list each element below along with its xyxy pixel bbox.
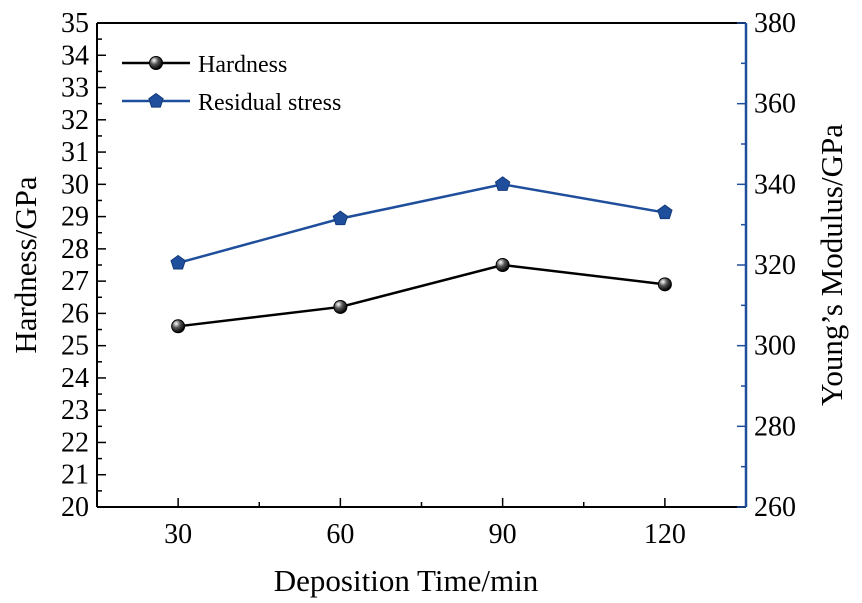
left-tick-label: 32 [61,105,89,136]
left-tick-label: 27 [61,266,89,297]
right-tick-label: 360 [754,89,796,120]
residual-stress-point [332,210,349,226]
right-tick-label: 340 [754,169,796,200]
series-line-residual-stress [177,183,666,265]
series-layer [170,176,673,334]
x-tick-label: 90 [489,519,517,550]
right-axis-title: Young’s Modulus/GPa [814,124,849,406]
right-tick-label: 280 [754,411,796,442]
series-line-hardness [177,263,666,328]
hardness-point [495,258,510,272]
legend-residual-label: Residual stress [198,90,341,116]
right-tick-label: 300 [754,331,796,362]
x-axis-ticks: 30 60 90 120 [164,498,686,550]
hardness-point [171,319,186,334]
left-tick-label: 35 [61,8,89,39]
right-tick-label: 260 [754,492,796,523]
hardness-point [333,299,348,314]
residual-stress-point [170,254,186,270]
right-axis-ticks: 260 280 300 320 340 360 380 [737,8,796,523]
left-tick-label: 34 [61,40,89,71]
residual-stress-point [657,204,673,220]
legend-hardness-marker [149,56,163,70]
left-tick-label: 29 [61,202,89,233]
left-tick-label: 28 [61,234,89,265]
left-tick-label: 31 [61,137,89,168]
left-tick-label: 24 [61,363,89,394]
left-tick-label: 21 [61,460,89,491]
left-tick-label: 25 [61,331,89,362]
left-tick-label: 23 [61,395,89,426]
left-tick-label: 33 [61,73,89,104]
left-tick-label: 26 [61,298,89,329]
legend-residual-marker [148,92,164,108]
right-tick-label: 320 [754,250,796,281]
legend: Hardness Residual stress [122,52,341,116]
x-tick-label: 120 [644,519,686,550]
left-axis-title: Hardness/GPa [8,176,43,354]
x-axis-title: Deposition Time/min [274,563,539,598]
x-tick-label: 30 [164,519,192,550]
left-tick-label: 20 [61,492,89,523]
x-tick-label: 60 [326,519,354,550]
right-tick-label: 380 [754,8,796,39]
hardness-point [657,277,672,292]
left-tick-label: 22 [61,427,89,458]
left-tick-label: 30 [61,169,89,200]
legend-hardness-label: Hardness [198,52,287,78]
residual-stress-point [494,176,511,191]
